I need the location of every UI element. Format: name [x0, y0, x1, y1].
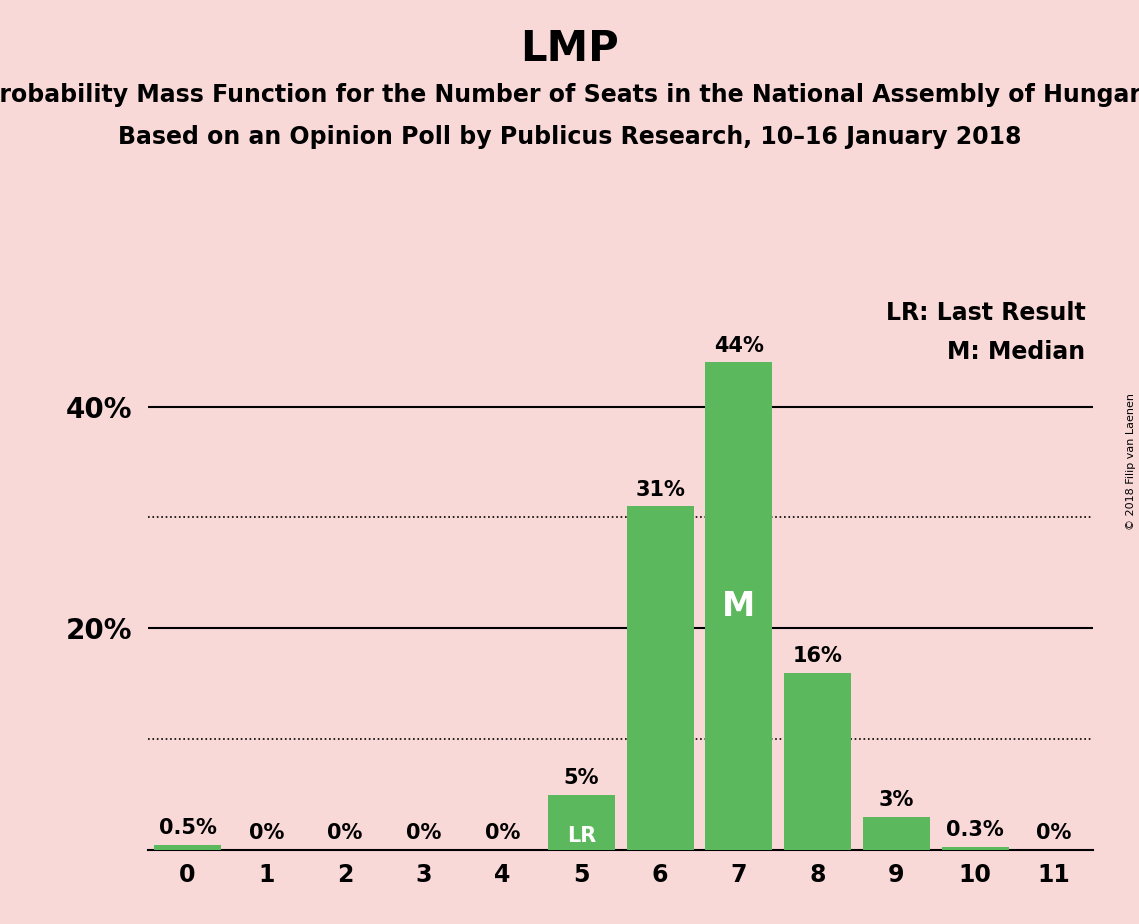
Text: 0.5%: 0.5% — [158, 818, 216, 838]
Text: Based on an Opinion Poll by Publicus Research, 10–16 January 2018: Based on an Opinion Poll by Publicus Res… — [117, 125, 1022, 149]
Text: LR: Last Result: LR: Last Result — [886, 301, 1085, 325]
Text: © 2018 Filip van Laenen: © 2018 Filip van Laenen — [1126, 394, 1136, 530]
Text: M: M — [722, 590, 755, 623]
Text: LMP: LMP — [521, 28, 618, 69]
Bar — [548, 795, 615, 850]
Text: 31%: 31% — [636, 480, 685, 500]
Text: M: Median: M: Median — [948, 340, 1085, 364]
Text: 0%: 0% — [1036, 823, 1072, 844]
Bar — [154, 845, 221, 850]
Bar — [942, 846, 1009, 850]
Bar — [705, 362, 772, 850]
Text: 0%: 0% — [407, 823, 442, 844]
Text: LR: LR — [567, 826, 596, 845]
Text: 16%: 16% — [793, 646, 843, 666]
Text: 5%: 5% — [564, 768, 599, 788]
Text: 3%: 3% — [879, 790, 915, 810]
Text: 0%: 0% — [248, 823, 284, 844]
Text: 0%: 0% — [485, 823, 521, 844]
Text: Probability Mass Function for the Number of Seats in the National Assembly of Hu: Probability Mass Function for the Number… — [0, 83, 1139, 107]
Bar — [863, 817, 929, 850]
Text: 44%: 44% — [714, 335, 764, 356]
Text: 0%: 0% — [327, 823, 362, 844]
Bar — [785, 673, 851, 850]
Text: 0.3%: 0.3% — [947, 821, 1005, 840]
Bar — [626, 506, 694, 850]
